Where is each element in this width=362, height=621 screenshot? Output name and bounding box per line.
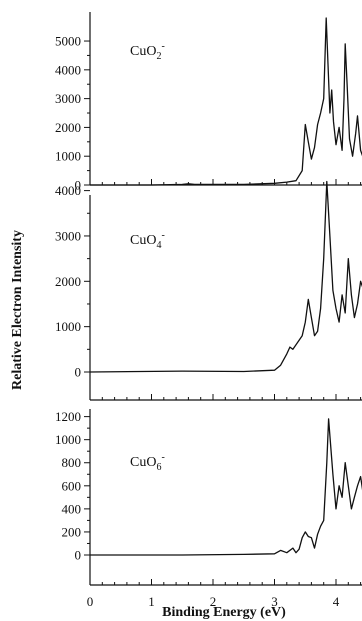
species-superscript: - xyxy=(161,230,164,241)
y-tick-label: 4000 xyxy=(55,183,81,198)
y-tick-label: 5000 xyxy=(55,34,81,49)
species-formula: CuO xyxy=(130,44,156,59)
y-tick-label: 400 xyxy=(62,501,82,516)
spectrum-line-2 xyxy=(89,180,362,373)
y-tick-label: 2000 xyxy=(55,274,81,289)
x-tick-label: 2 xyxy=(210,594,217,609)
y-tick-label: 1000 xyxy=(55,432,81,447)
species-subscript: 2 xyxy=(156,51,161,62)
y-tick-label: 0 xyxy=(75,178,82,193)
x-tick-label: 4 xyxy=(333,594,340,609)
panel-1: 0 1000 2000 3000 4000 5000 CuO2- xyxy=(55,12,362,193)
x-tick-label: 3 xyxy=(271,594,278,609)
y-tick-label: 1000 xyxy=(55,149,81,164)
y-tick-label: 3000 xyxy=(55,228,81,243)
species-formula: CuO xyxy=(130,455,156,470)
y-tick-label: 3000 xyxy=(55,91,81,106)
y-tick-label: 0 xyxy=(75,365,82,380)
species-subscript: 6 xyxy=(156,462,161,473)
y-tick-label: 1000 xyxy=(55,319,81,334)
y-tick-label: 4000 xyxy=(55,62,81,77)
panel-3: 0 200 400 600 800 1000 1200 CuO6- xyxy=(55,409,362,586)
panels-group: 010002000300040005000CuO2-01000200030004… xyxy=(55,12,362,586)
x-tick-label: 1 xyxy=(148,594,155,609)
x-axis: 0 1 2 3 4 xyxy=(87,594,340,609)
y-tick-label: 0 xyxy=(75,548,82,563)
spectrum-line-1 xyxy=(90,17,362,186)
species-subscript: 4 xyxy=(156,240,161,251)
y-tick-label: 2000 xyxy=(55,120,81,135)
species-superscript: - xyxy=(161,41,164,52)
species-label-3: CuO6- xyxy=(130,452,165,473)
species-formula: CuO xyxy=(130,233,156,248)
species-label-2: CuO4- xyxy=(130,230,165,251)
y-tick-label: 200 xyxy=(62,524,82,539)
spectrum-line-3 xyxy=(90,418,362,556)
y-axis-title: Relative Electron Intensity xyxy=(10,230,25,390)
species-superscript: - xyxy=(161,452,164,463)
panel-2: 0 1000 2000 3000 4000 CuO4- xyxy=(55,180,362,401)
x-axis-title: Binding Energy (eV) xyxy=(162,605,286,620)
y-tick-label: 1200 xyxy=(55,409,81,424)
y-tick-label: 600 xyxy=(62,478,82,493)
x-tick-label: 0 xyxy=(87,594,94,609)
species-label-1: CuO2- xyxy=(130,41,165,62)
y-tick-label: 800 xyxy=(62,455,82,470)
